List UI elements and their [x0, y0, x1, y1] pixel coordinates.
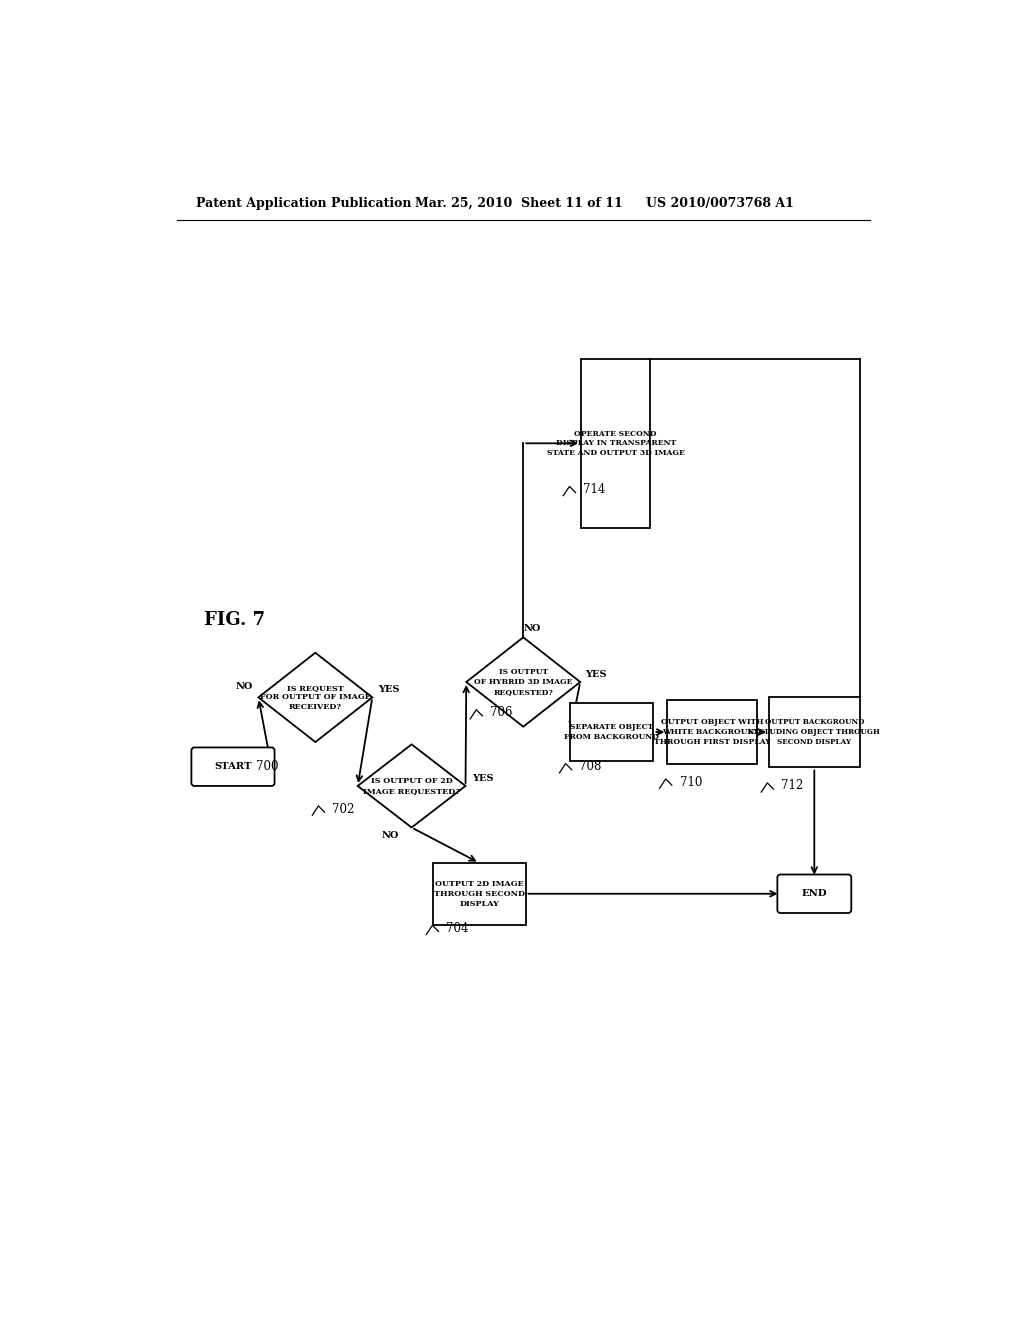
- Bar: [668, 700, 757, 764]
- Text: OUTPUT BACKGROUND
EXCLUDING OBJECT THROUGH
SECOND DISPLAY: OUTPUT BACKGROUND EXCLUDING OBJECT THROU…: [749, 718, 881, 746]
- Text: YES: YES: [585, 669, 606, 678]
- Bar: [570, 702, 653, 762]
- Text: NO: NO: [381, 830, 398, 840]
- Text: OUTPUT OBJECT WITH
WHITE BACKGROUND
THROUGH FIRST DISPLAY: OUTPUT OBJECT WITH WHITE BACKGROUND THRO…: [653, 718, 770, 746]
- Text: OUTPUT 2D IMAGE
THROUGH SECOND
DISPLAY: OUTPUT 2D IMAGE THROUGH SECOND DISPLAY: [434, 880, 525, 908]
- Text: FIG. 7: FIG. 7: [204, 611, 265, 630]
- Text: SEPARATE OBJECT
FROM BACKGROUND: SEPARATE OBJECT FROM BACKGROUND: [564, 723, 659, 741]
- Text: YES: YES: [472, 774, 494, 783]
- Text: IS OUTPUT
OF HYBRID 3D IMAGE
REQUESTED?: IS OUTPUT OF HYBRID 3D IMAGE REQUESTED?: [474, 668, 572, 696]
- Text: 700: 700: [256, 760, 279, 774]
- FancyBboxPatch shape: [191, 747, 274, 785]
- Bar: [433, 863, 525, 924]
- Polygon shape: [466, 638, 581, 726]
- Text: END: END: [802, 890, 827, 898]
- Text: 712: 712: [781, 779, 804, 792]
- Text: US 2010/0073768 A1: US 2010/0073768 A1: [646, 197, 795, 210]
- Text: 708: 708: [580, 760, 602, 774]
- Text: 702: 702: [333, 803, 354, 816]
- Text: 704: 704: [446, 921, 469, 935]
- Text: 710: 710: [680, 776, 701, 788]
- Polygon shape: [357, 744, 466, 828]
- Text: NO: NO: [236, 682, 253, 692]
- Text: NO: NO: [524, 623, 541, 632]
- Text: YES: YES: [379, 685, 400, 694]
- Polygon shape: [258, 653, 373, 742]
- Text: IS REQUEST
FOR OUTPUT OF IMAGE
RECEIVED?: IS REQUEST FOR OUTPUT OF IMAGE RECEIVED?: [260, 684, 371, 711]
- Text: START: START: [214, 762, 252, 771]
- Text: OPERATE SECOND
DISPLAY IN TRANSPARENT
STATE AND OUTPUT 3D IMAGE: OPERATE SECOND DISPLAY IN TRANSPARENT ST…: [547, 429, 685, 457]
- Bar: [769, 697, 860, 767]
- Text: 714: 714: [584, 483, 605, 496]
- Text: IS OUTPUT OF 2D
IMAGE REQUESTED?: IS OUTPUT OF 2D IMAGE REQUESTED?: [364, 777, 460, 795]
- Bar: [581, 359, 650, 528]
- FancyBboxPatch shape: [777, 875, 851, 913]
- Text: 706: 706: [490, 706, 513, 719]
- Text: Mar. 25, 2010  Sheet 11 of 11: Mar. 25, 2010 Sheet 11 of 11: [416, 197, 624, 210]
- Text: Patent Application Publication: Patent Application Publication: [196, 197, 412, 210]
